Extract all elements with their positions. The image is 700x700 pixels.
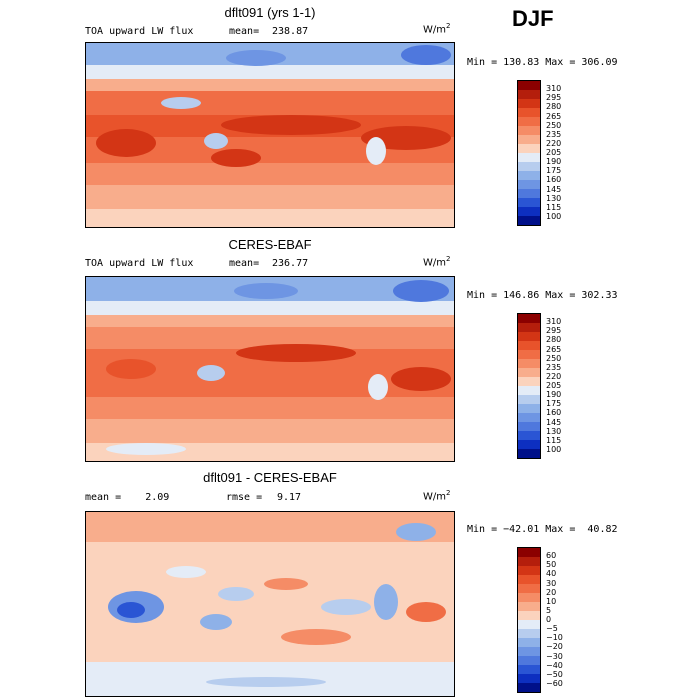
panel1-tick: 295 bbox=[546, 93, 562, 103]
panel2-tick: 190 bbox=[546, 390, 562, 400]
panel1-tick: 160 bbox=[546, 175, 562, 185]
panel2-mean-label: mean= bbox=[229, 258, 260, 269]
panel2-tick: 115 bbox=[546, 435, 562, 445]
panel2-tick: 235 bbox=[546, 362, 562, 372]
panel3-tick: 20 bbox=[546, 587, 557, 597]
panel3-tick: −40 bbox=[546, 660, 563, 670]
panel2-mean-value: 236.77 bbox=[272, 258, 309, 269]
panel3-colorbar bbox=[517, 547, 541, 693]
panel1-minmax: Min = 130.83 Max = 306.09 bbox=[467, 57, 618, 68]
panel1-tick: 250 bbox=[546, 120, 562, 130]
panel1-tick: 310 bbox=[546, 84, 562, 94]
panel3-tick: −20 bbox=[546, 642, 563, 652]
panel2-title: CERES-EBAF bbox=[228, 237, 312, 252]
panel3-tick: 10 bbox=[546, 596, 557, 606]
panel1-tick: 115 bbox=[546, 202, 562, 212]
panel2-minmax: Min = 146.86 Max = 302.33 bbox=[467, 290, 618, 301]
panel2-tick: 280 bbox=[546, 335, 562, 345]
panel1-colorbar bbox=[517, 80, 541, 226]
panel2-tick: 295 bbox=[546, 326, 562, 336]
panel2-tick: 175 bbox=[546, 399, 562, 409]
panel1-tick: 280 bbox=[546, 102, 562, 112]
panel2-tick: 220 bbox=[546, 371, 562, 381]
panel3-units: W/m2 bbox=[423, 489, 451, 503]
panel1-tick: 190 bbox=[546, 157, 562, 167]
panel3-rmse-value: 9.17 bbox=[277, 492, 302, 503]
panel3-tick: 50 bbox=[546, 560, 557, 570]
panel3-tick: 40 bbox=[546, 569, 557, 579]
panel1-variable-label: TOA upward LW flux bbox=[85, 26, 194, 37]
panel2-tick: 250 bbox=[546, 353, 562, 363]
panel1-tick: 175 bbox=[546, 166, 562, 176]
panel3-tick: −50 bbox=[546, 669, 563, 679]
panel1-tick: 205 bbox=[546, 148, 562, 157]
panel1-mean-label: mean= bbox=[229, 26, 260, 37]
panel2-variable-label: TOA upward LW flux bbox=[85, 258, 194, 269]
panel1-units: W/m2 bbox=[423, 22, 451, 36]
panel2-tick: 310 bbox=[546, 317, 562, 327]
panel3-rmse-label: rmse = bbox=[226, 492, 263, 503]
panel1-tick: 100 bbox=[546, 211, 562, 221]
panel1-colorbar-ticks: 310 295 280 265 250 235 220 205 190 175 … bbox=[546, 80, 586, 226]
panel2-tick: 130 bbox=[546, 426, 562, 436]
panel1-tick: 130 bbox=[546, 193, 562, 203]
panel1-tick: 220 bbox=[546, 138, 562, 148]
panel1-map bbox=[85, 42, 455, 228]
panel3-tick: 60 bbox=[546, 551, 557, 561]
panel3-tick: −30 bbox=[546, 651, 563, 661]
panel2-map bbox=[85, 276, 455, 462]
panel2-tick: 145 bbox=[546, 417, 562, 427]
panel3-tick: −10 bbox=[546, 633, 563, 643]
panel2-units: W/m2 bbox=[423, 255, 451, 269]
panel2-tick: 205 bbox=[546, 381, 562, 390]
panel1-tick: 235 bbox=[546, 129, 562, 139]
panel3-title: dflt091 - CERES-EBAF bbox=[203, 470, 337, 485]
panel3-mean-label: mean = 2.09 bbox=[85, 492, 170, 503]
panel3-colorbar-ticks: 60 50 40 30 20 10 5 0 −5 −10 −20 −30 −40… bbox=[546, 547, 586, 693]
panel3-map bbox=[85, 511, 455, 697]
panel3-tick: 30 bbox=[546, 578, 557, 588]
panel3-tick: −60 bbox=[546, 678, 563, 688]
panel1-tick: 265 bbox=[546, 111, 562, 121]
panel2-colorbar-ticks: 310 295 280 265 250 235 220 205 190 175 … bbox=[546, 313, 586, 459]
panel1-mean-value: 238.87 bbox=[272, 26, 309, 37]
panel2-tick: 100 bbox=[546, 444, 562, 454]
panel3-minmax: Min = −42.01 Max = 40.82 bbox=[467, 524, 618, 535]
panel1-tick: 145 bbox=[546, 184, 562, 194]
panel2-colorbar bbox=[517, 313, 541, 459]
panel3-tick: −5 bbox=[546, 624, 558, 634]
panel3-tick: 5 bbox=[546, 605, 552, 615]
panel3-tick: 0 bbox=[546, 615, 552, 624]
panel2-tick: 265 bbox=[546, 344, 562, 354]
season-label: DJF bbox=[512, 6, 554, 31]
panel2-tick: 160 bbox=[546, 408, 562, 418]
panel1-title: dflt091 (yrs 1-1) bbox=[224, 5, 316, 20]
